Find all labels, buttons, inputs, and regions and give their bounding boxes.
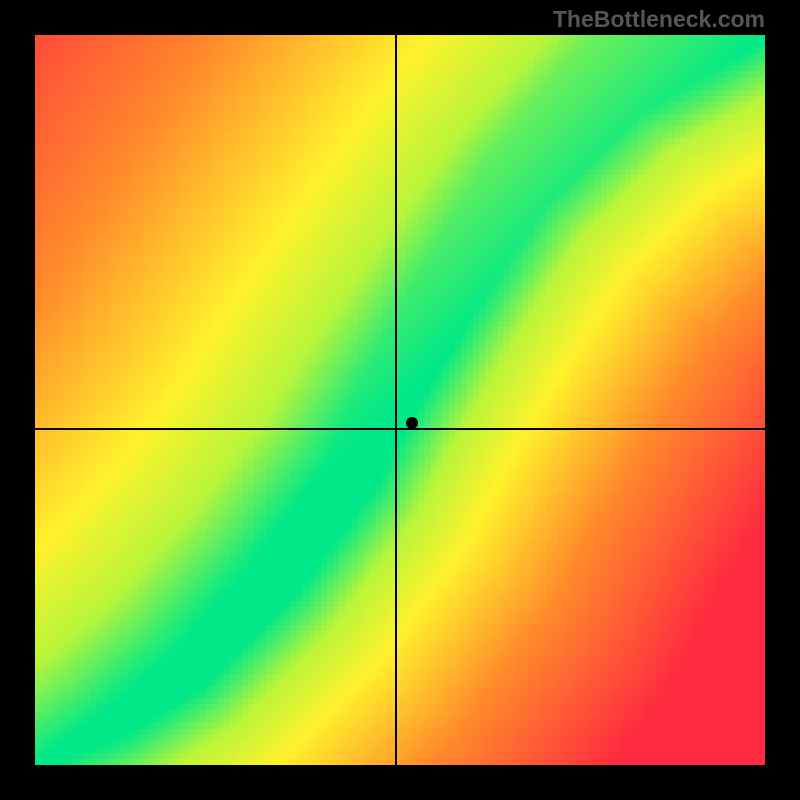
watermark-text: TheBottleneck.com [553,6,765,33]
crosshair-horizontal [35,428,765,430]
chart-frame: TheBottleneck.com [0,0,800,800]
heatmap-canvas [35,35,765,765]
plot-area [35,35,765,765]
crosshair-vertical [395,35,397,765]
